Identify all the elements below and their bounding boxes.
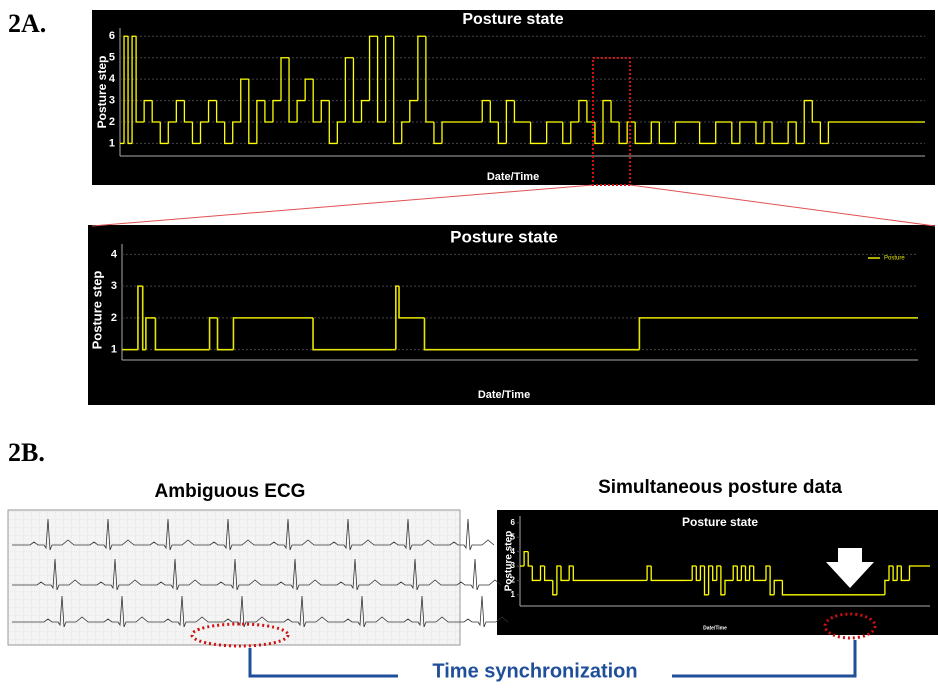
panel-title: Ambiguous ECG [155, 481, 306, 502]
chart-title: Posture state [450, 227, 558, 246]
y-axis-label: Posture step [89, 271, 104, 350]
y-tick-label: 5 [511, 532, 516, 541]
y-tick-label: 6 [511, 518, 516, 527]
panel-label: 2A. [8, 9, 46, 38]
panel-label: 2B. [8, 438, 45, 467]
y-tick-label: 2 [111, 312, 117, 324]
panel-title: Simultaneous posture data [598, 477, 842, 498]
y-tick-label: 5 [109, 52, 115, 64]
zoom-line [630, 185, 935, 226]
y-tick-label: 3 [511, 561, 516, 570]
y-tick-label: 3 [109, 94, 115, 106]
y-tick-label: 1 [111, 344, 117, 356]
legend-label: Posture [884, 256, 905, 262]
y-tick-label: 2 [511, 576, 516, 585]
y-tick-label: 1 [109, 137, 115, 149]
y-tick-label: 4 [109, 73, 116, 85]
chart-bg [88, 225, 935, 405]
x-axis-label: Date/Time [703, 625, 727, 631]
y-tick-label: 6 [109, 30, 115, 42]
y-tick-label: 3 [111, 280, 117, 292]
figure: 2A. 2B. Ambiguous ECG Simultaneous postu… [0, 0, 938, 683]
y-tick-label: 4 [111, 248, 118, 260]
sync-label: Time synchronization [432, 660, 637, 682]
chart-title: Posture state [462, 11, 563, 28]
zoom-line [92, 185, 593, 226]
y-tick-label: 2 [109, 116, 115, 128]
x-axis-label: Date/Time [478, 389, 530, 401]
y-tick-label: 4 [511, 547, 516, 556]
y-axis-label: Posture step [95, 56, 109, 129]
y-tick-label: 1 [511, 590, 516, 599]
chart-title: Posture state [682, 515, 758, 529]
x-axis-label: Date/Time [487, 171, 539, 183]
